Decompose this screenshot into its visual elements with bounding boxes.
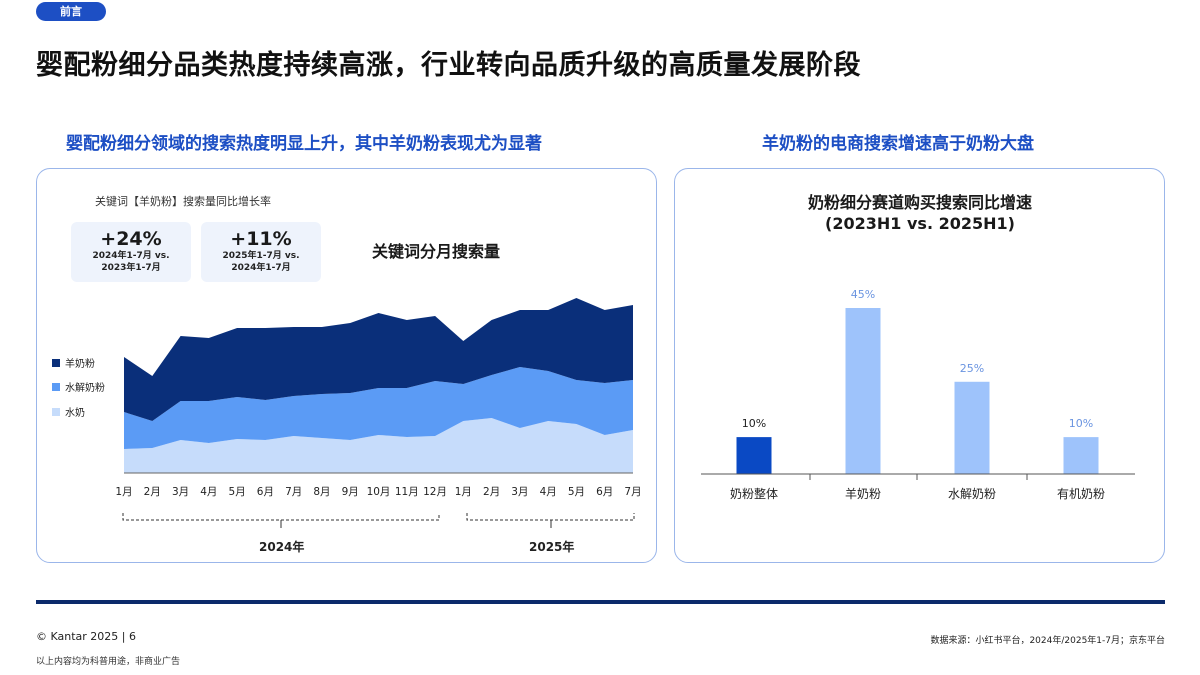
stat-value: +11%	[230, 228, 292, 250]
growth-rate-panel	[674, 168, 1165, 563]
month-tick-label: 4月	[539, 486, 557, 498]
bar-category-label: 有机奶粉	[1056, 487, 1105, 501]
stat-card-2024: +24% 2024年1-7月 vs. 2023年1-7月	[71, 222, 191, 282]
stat-period-line2: 2023年1-7月	[101, 263, 161, 273]
month-tick-label: 6月	[596, 486, 614, 498]
legend-swatch	[52, 382, 60, 391]
month-tick-label: 2月	[143, 486, 161, 498]
area-series-1	[124, 367, 633, 449]
section-tag: 前言	[36, 2, 106, 21]
copyright: © Kantar 2025 | 6	[36, 630, 136, 643]
month-tick-label: 8月	[313, 486, 331, 498]
legend-item-goat-milk: 羊奶粉	[52, 355, 95, 370]
month-tick-label: 1月	[454, 486, 472, 498]
month-tick-label: 3月	[171, 486, 190, 498]
stat-period-line1: 2024年1-7月 vs.	[92, 251, 170, 261]
bar-category-label: 水解奶粉	[947, 487, 996, 501]
legend-swatch	[52, 407, 60, 416]
stat-card-2025: +11% 2025年1-7月 vs. 2024年1-7月	[201, 222, 321, 282]
area-series-2	[124, 298, 633, 421]
month-tick-label: 12月	[423, 486, 447, 498]
bar-value-label: 45%	[850, 288, 876, 301]
month-tick-label: 1月	[115, 486, 133, 498]
month-tick-label: 5月	[567, 486, 586, 498]
area-series-0	[124, 418, 633, 473]
left-subtitle: 婴配粉细分领域的搜索热度明显上升，其中羊奶粉表现尤为显著	[66, 134, 542, 154]
month-tick-label: 9月	[341, 486, 359, 498]
month-tick-label: 3月	[511, 486, 529, 498]
month-tick-label: 2月	[483, 486, 501, 498]
stat-period-line2: 2024年1-7月	[231, 263, 291, 273]
month-tick-label: 7月	[285, 486, 303, 498]
year-label-2025: 2025年	[529, 540, 575, 554]
bar-category-label: 羊奶粉	[844, 487, 881, 501]
right-subtitle: 羊奶粉的电商搜索增速高于奶粉大盘	[762, 134, 1034, 154]
data-source: 数据来源：小红书平台，2024年/2025年1-7月；京东平台	[930, 636, 1165, 646]
stat-period-line1: 2025年1-7月 vs.	[222, 251, 300, 261]
month-tick-label: 7月	[624, 486, 642, 498]
month-tick-label: 10月	[366, 486, 391, 498]
area-chart-title: 关键词分月搜索量	[372, 242, 501, 261]
bar-value-label: 10%	[741, 417, 767, 431]
legend-label: 水解奶粉	[65, 383, 105, 394]
legend-label: 羊奶粉	[65, 359, 95, 370]
legend-swatch	[52, 358, 60, 367]
legend-item-liquid-milk: 水奶	[52, 404, 85, 419]
month-tick-label: 11月	[394, 486, 419, 498]
page-title: 婴配粉细分品类热度持续高涨，行业转向品质升级的高质量发展阶段	[36, 50, 861, 81]
legend-label: 水奶	[65, 408, 85, 419]
stat-value: +24%	[100, 228, 162, 250]
bar-value-label: 10%	[1068, 417, 1094, 431]
month-tick-label: 5月	[228, 486, 246, 498]
footer-divider	[36, 600, 1165, 604]
bar-chart-subtitle: (2023H1 vs. 2025H1)	[825, 214, 1015, 233]
bar-chart-title: 奶粉细分赛道购买搜索同比增速	[807, 193, 1032, 212]
bar-value-label: 25%	[959, 361, 985, 375]
legend-item-hydrolyzed: 水解奶粉	[52, 379, 105, 394]
month-tick-label: 4月	[200, 486, 218, 498]
bar-category-label: 奶粉整体	[729, 487, 778, 501]
disclaimer: 以上内容均为科普用途，非商业广告	[36, 657, 181, 667]
year-label-2024: 2024年	[259, 540, 305, 554]
month-tick-label: 6月	[256, 486, 274, 498]
keyword-growth-label: 关键词【羊奶粉】搜索量同比增长率	[95, 195, 271, 208]
